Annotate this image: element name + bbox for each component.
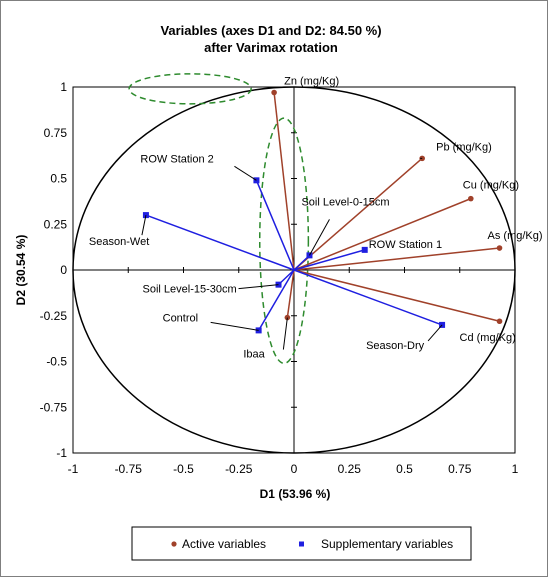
y-tick-label: 0.25 [44,217,68,231]
x-tick-label: 0.25 [338,462,362,476]
supplementary-variable-point [361,246,368,253]
y-tick-label: 0 [60,263,67,277]
x-axis-title: D1 (53.96 %) [260,487,331,501]
y-tick-label: -0.75 [40,400,68,414]
y-tick-label: -0.5 [46,355,67,369]
label-leader-line [282,317,288,350]
x-tick-label: 0.75 [448,462,472,476]
y-tick-label: 0.75 [44,126,68,140]
label-leader-line [309,219,330,256]
point-label: Season-Dry [366,340,425,352]
y-tick-label: 1 [60,80,67,94]
legend-label-supplementary: Supplementary variables [321,537,453,551]
highlight-ellipse-vertical [258,117,310,365]
point-label: Soil Level-0-15cm [301,196,389,208]
point-label: Soil Level-15-30cm [143,284,237,296]
point-label: As (mg/Kg) [488,230,543,242]
y-axis-title: D2 (30.54 %) [14,235,28,306]
active-vector [293,269,500,322]
x-tick-label: -0.25 [225,462,253,476]
legend-marker-supplementary [299,541,304,547]
active-vector [273,92,295,271]
active-variable-point [496,318,503,325]
point-label: Cd (mg/Kg) [460,332,516,344]
x-tick-label: 1 [512,462,519,476]
supplementary-vector [257,269,295,331]
supplementary-vector [145,214,295,271]
active-variable-point [271,89,277,96]
y-tick-label: -1 [56,446,67,460]
supplementary-vector [293,249,365,271]
legend: Active variables Supplementary variables [131,526,472,561]
label-leader-line [141,215,147,236]
active-vector [293,247,500,271]
chart-title-line2: after Varimax rotation [204,40,338,55]
plot-area: -1 -0.75 -0.5 -0.25 0 0.25 0.5 0.75 1 1 0.75 0.5 0.2… [40,73,543,476]
point-label: Cu (mg/Kg) [463,180,519,192]
point-label: Zn (mg/Kg) [284,75,339,87]
x-tick-label: -0.75 [115,462,143,476]
highlight-ellipse-top [128,73,252,105]
x-tick-label: 0 [291,462,298,476]
active-vector [286,269,295,318]
y-tick-label: -0.25 [40,309,68,323]
point-label: Pb (mg/Kg) [436,141,492,153]
point-label: Control [163,312,198,324]
x-tick-label: -0.5 [173,462,194,476]
supplementary-vector [255,180,295,271]
supplementary-vector [293,269,443,326]
x-tick-label: 0.5 [396,462,413,476]
point-label: ROW Station 1 [369,239,442,251]
active-vector [293,157,423,271]
label-leader-line [238,284,279,290]
chart-title-line1: Variables (axes D1 and D2: 84.50 %) [160,23,381,38]
legend-marker-active [171,541,177,547]
active-variable-point [496,245,503,251]
y-tick-label: 0.5 [50,172,67,186]
label-leader-line [210,321,259,331]
point-label: Season-Wet [89,236,149,248]
point-label: Ibaa [243,349,265,361]
active-variable-point [468,195,474,202]
label-leader-line [427,324,443,342]
label-leader-line [234,165,257,181]
legend-label-active: Active variables [182,537,266,551]
x-tick-label: -1 [68,462,79,476]
point-label: ROW Station 2 [140,153,213,165]
active-vector [293,197,472,271]
